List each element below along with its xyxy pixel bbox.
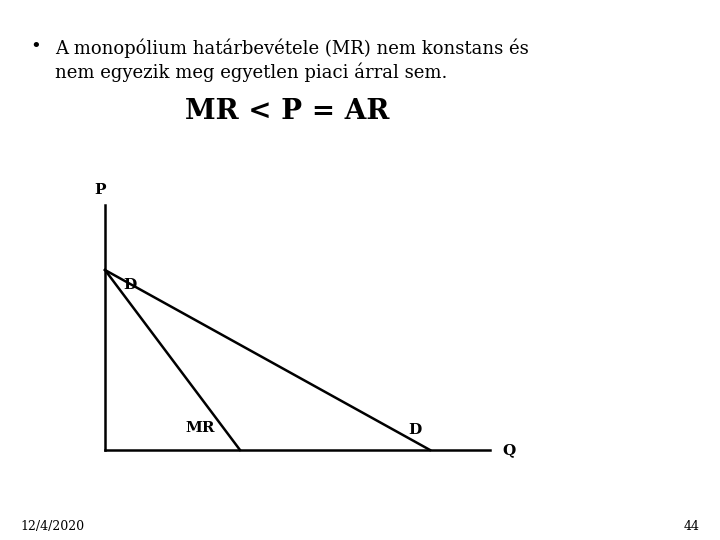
Text: Q: Q — [502, 443, 516, 457]
Text: A monopólium határbevétele (MR) nem konstans és: A monopólium határbevétele (MR) nem kons… — [55, 38, 528, 57]
Text: MR < P = AR: MR < P = AR — [185, 98, 390, 125]
Text: D: D — [408, 423, 421, 437]
Text: 44: 44 — [684, 520, 700, 533]
Text: D: D — [123, 278, 136, 292]
Text: •: • — [30, 38, 41, 56]
Text: nem egyezik meg egyetlen piaci árral sem.: nem egyezik meg egyetlen piaci árral sem… — [55, 62, 447, 82]
Text: 12/4/2020: 12/4/2020 — [20, 520, 84, 533]
Text: P: P — [94, 183, 106, 197]
Text: MR: MR — [185, 421, 215, 435]
